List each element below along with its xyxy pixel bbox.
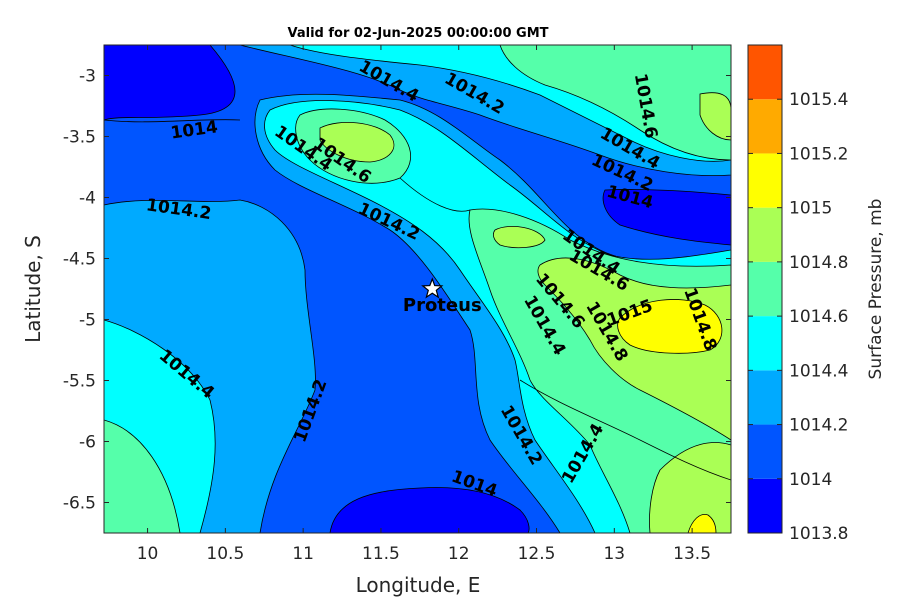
colorbar-segment [748, 153, 782, 208]
plot-frame [103, 44, 732, 534]
y-axis-title: Latitude, S [21, 235, 45, 343]
y-tick-label: -6.5 [63, 494, 96, 514]
x-tick-label: 10.5 [206, 544, 244, 564]
band-1013-8-s [329, 487, 530, 533]
band-1014-6-n [499, 45, 731, 161]
contour-line-1 [104, 119, 241, 123]
x-axis: 10 10.5 11 11.5 12 12.5 13 13.5 [137, 45, 711, 564]
colorbar-segment [748, 261, 782, 317]
colorbar-segment [748, 45, 782, 100]
band-1015-east [617, 299, 723, 354]
x-tick-label: 11 [292, 544, 314, 564]
colorbar-segment [748, 99, 782, 154]
y-axis: -3 -3.5 -4 -4.5 -5 -5.5 -6 -6.5 [63, 67, 731, 514]
x-axis-title: Longitude, E [356, 573, 481, 597]
colorbar-tick-label: 1015.2 [789, 144, 848, 164]
x-tick-label: 12 [448, 544, 470, 564]
contour-plot-area [104, 45, 731, 533]
marker-label: Proteus [403, 295, 482, 316]
markers: Proteus [403, 277, 482, 316]
contour-line-3 [519, 379, 731, 481]
colorbar: 1013.8 1014 1014.2 1014.4 1014.6 1014.8 1015 10… [747, 44, 848, 544]
proteus-star-icon [421, 277, 444, 299]
colorbar-segment [748, 316, 782, 371]
x-tick-label: 13.5 [673, 544, 711, 564]
y-tick-label: -4 [79, 189, 96, 209]
colorbar-segment [748, 478, 782, 533]
x-tick-label: 11.5 [362, 544, 400, 564]
colorbar-tick-label: 1013.8 [789, 524, 848, 544]
colorbar-tick-label: 1014.6 [789, 307, 848, 327]
y-tick-label: -5.5 [63, 372, 96, 392]
y-tick-label: -4.5 [63, 250, 96, 270]
x-tick-label: 10 [137, 544, 159, 564]
colorbar-title: Surface Pressure, mb [866, 199, 886, 380]
band-1013-8-e [602, 189, 731, 246]
band-1013-8-nw [104, 45, 236, 121]
band-1014-8-ne [699, 92, 731, 141]
y-tick-label: -3 [79, 67, 96, 87]
band-1014-8-se [649, 442, 731, 533]
colorbar-tick-label: 1015.4 [789, 90, 848, 110]
y-tick-label: -6 [79, 433, 96, 453]
y-tick-label: -5 [79, 311, 96, 331]
colorbar-segment [748, 370, 782, 425]
y-tick-label: -3.5 [63, 128, 96, 148]
colorbar-frame [747, 44, 783, 534]
band-1015-se [687, 513, 717, 533]
colorbar-segment [748, 207, 782, 262]
band-1014-8-blob-nw [319, 122, 395, 163]
colorbar-tick-label: 1014.4 [789, 361, 848, 381]
x-tick-label: 12.5 [518, 544, 556, 564]
x-tick-label: 13 [603, 544, 625, 564]
contour-line-2 [399, 177, 471, 212]
colorbar-segment [748, 424, 782, 479]
colorbar-tick-label: 1014.2 [789, 416, 848, 436]
band-1014-8-blob-mid [493, 226, 546, 249]
colorbar-tick-label: 1014 [789, 470, 832, 490]
colorbar-tick-label: 1014.8 [789, 253, 848, 273]
colorbar-tick-label: 1015 [789, 199, 832, 219]
chart-title: Valid for 02-Jun-2025 00:00:00 GMT [288, 26, 549, 41]
